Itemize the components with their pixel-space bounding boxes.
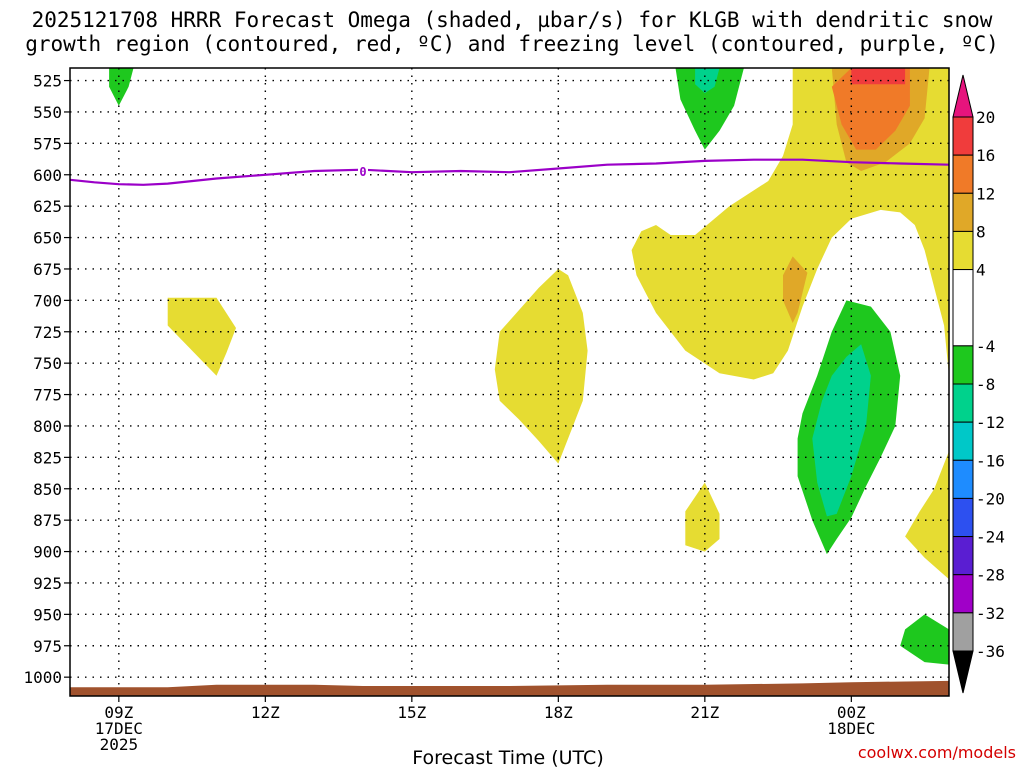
omega-region-yellow-center	[494, 269, 588, 464]
y-tick-label: 875	[33, 511, 62, 530]
y-tick-label: 600	[33, 166, 62, 185]
x-tick-date-label: 18DEC	[827, 719, 875, 738]
colorbar-segment	[952, 536, 974, 576]
y-tick-label: 650	[33, 229, 62, 248]
colorbar-top-arrow	[952, 74, 974, 118]
colorbar-label: -36	[976, 642, 1005, 661]
y-tick-label: 850	[33, 480, 62, 499]
colorbar-segment	[952, 459, 974, 499]
x-tick-label: 21Z	[690, 703, 719, 722]
omega-region-yellow-small	[685, 482, 720, 552]
omega-region-green-bottom	[900, 614, 949, 665]
colorbar-segment	[952, 612, 974, 652]
y-tick-label: 1000	[23, 668, 62, 687]
omega-region-yellow-left	[167, 297, 236, 376]
colorbar-segment	[952, 116, 974, 156]
freezing-level-layer: 0	[70, 158, 949, 186]
colorbar-label: -28	[976, 566, 1005, 585]
x-tick-label: 18Z	[544, 703, 573, 722]
colorbar-bottom-arrow	[952, 650, 974, 694]
colorbar-segment	[952, 154, 974, 194]
y-tick-label: 825	[33, 448, 62, 467]
colorbar-label: -8	[976, 375, 995, 394]
x-tick-year-label: 2025	[100, 735, 139, 754]
colorbar-label: 4	[976, 261, 986, 280]
omega-region-teal-mid	[812, 344, 871, 517]
y-tick-label: 525	[33, 72, 62, 91]
omega-region-red-top	[851, 68, 906, 85]
colorbar-segment	[952, 192, 974, 232]
colorbar-segment	[952, 497, 974, 538]
terrain-layer	[70, 680, 949, 696]
x-tick-label: 15Z	[397, 703, 426, 722]
y-tick-label: 725	[33, 323, 62, 342]
colorbar-label: 16	[976, 146, 995, 165]
source-credit: coolwx.com/models	[857, 743, 1016, 762]
y-tick-label: 925	[33, 574, 62, 593]
colorbar: 20 16 12 8 4 -4 -8 -12 -16 -20 -24 -28 -32 -36	[952, 74, 1005, 694]
x-tick-date-label: 17DEC	[95, 719, 143, 738]
omega-region-orange-small	[783, 256, 808, 323]
terrain-ground	[70, 680, 949, 696]
omega-region-green-top	[675, 68, 744, 150]
chart-title: 2025121708 HRRR Forecast Omega (shaded, …	[0, 8, 1024, 56]
omega-region-green-leftedge	[109, 68, 134, 106]
y-tick-label: 950	[33, 605, 62, 624]
colorbar-segment	[952, 574, 974, 614]
colorbar-label: 12	[976, 184, 995, 203]
colorbar-segment	[952, 269, 974, 347]
x-tick-label: 12Z	[251, 703, 280, 722]
omega-region-yellow-right	[905, 451, 949, 580]
colorbar-segment	[952, 383, 974, 423]
title-line-1: 2025121708 HRRR Forecast Omega (shaded, …	[31, 8, 993, 32]
x-tick-label: 00Z	[837, 703, 866, 722]
y-tick-label: 575	[33, 134, 62, 153]
omega-shading-layer	[109, 68, 949, 665]
title-line-2: growth region (contoured, red, ºC) and f…	[25, 32, 999, 56]
colorbar-segment	[952, 345, 974, 385]
colorbar-segment	[952, 421, 974, 461]
colorbar-label: -24	[976, 528, 1005, 547]
y-tick-label: 700	[33, 291, 62, 310]
freezing-level-line	[70, 158, 949, 186]
freezing-label-bg	[358, 164, 368, 179]
colorbar-label: 20	[976, 108, 995, 127]
axes-layer: 525 550 575 600 625 650 675 700 725 750 775 800 825 8…	[23, 67, 950, 754]
colorbar-label: -12	[976, 413, 1005, 432]
x-tick-label: 09Z	[104, 703, 133, 722]
y-tick-label: 750	[33, 354, 62, 373]
y-tick-label: 775	[33, 386, 62, 405]
colorbar-label: -4	[976, 337, 995, 356]
colorbar-label: 8	[976, 222, 986, 241]
omega-region-teal-top	[695, 68, 720, 94]
y-tick-label: 975	[33, 637, 62, 656]
colorbar-label: -16	[976, 451, 1005, 470]
y-tick-label: 800	[33, 417, 62, 436]
colorbar-segment	[952, 230, 974, 271]
x-axis-title: Forecast Time (UTC)	[412, 747, 603, 768]
y-tick-label: 625	[33, 197, 62, 216]
y-tick-label: 900	[33, 543, 62, 562]
freezing-level-label: 0	[359, 165, 366, 179]
plot-frame	[69, 67, 950, 697]
y-tick-label: 675	[33, 260, 62, 279]
y-tick-label: 550	[33, 103, 62, 122]
colorbar-label: -32	[976, 604, 1005, 623]
colorbar-label: -20	[976, 489, 1005, 508]
